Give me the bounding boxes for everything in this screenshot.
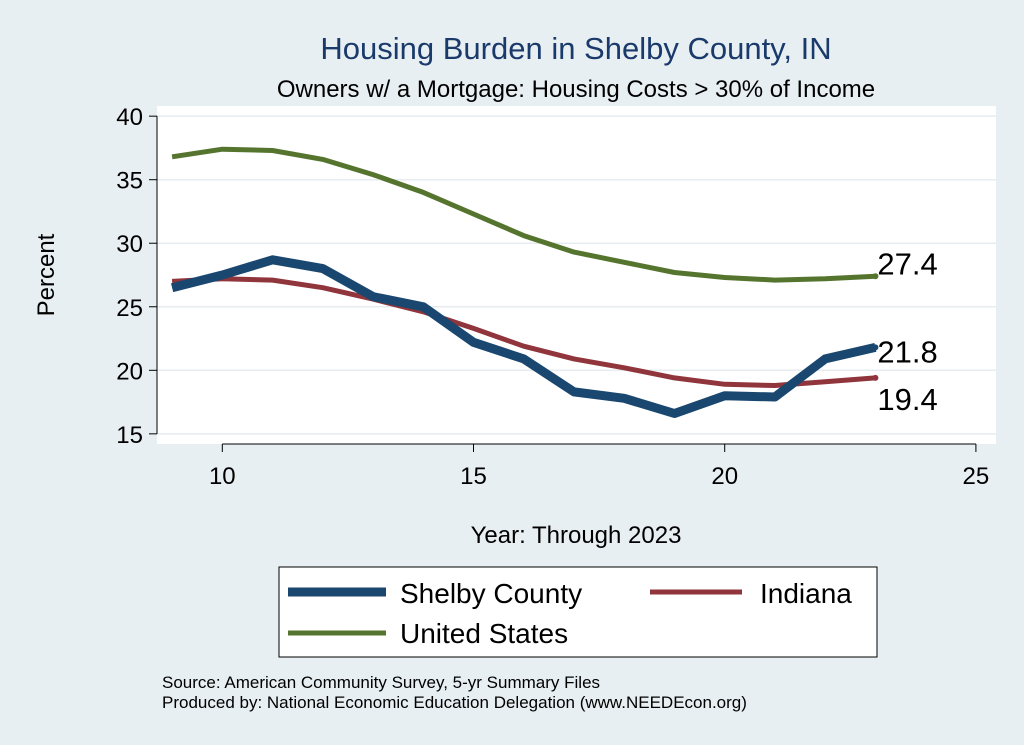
axes — [156, 116, 976, 445]
legend-box — [278, 566, 878, 658]
producer-note: Produced by: National Economic Education… — [162, 693, 747, 712]
y-axis-label: Percent — [33, 233, 60, 316]
end-label-shelby-county: 21.8 — [877, 334, 937, 369]
y-axis-ticks: 15 20 25 30 35 40 — [116, 104, 157, 449]
series-line-united-states — [171, 146, 876, 283]
y-tick-label-30: 30 — [116, 231, 143, 258]
end-point-indiana — [872, 374, 879, 381]
x-tick-label-25: 25 — [963, 463, 990, 490]
series-line-shelby-county — [170, 255, 877, 418]
chart-subtitle: Owners w/ a Mortgage: Housing Costs > 30… — [277, 76, 875, 103]
end-label-united-states: 27.4 — [877, 246, 937, 281]
end-point-shelby-county — [872, 344, 879, 351]
series-line-indiana — [171, 276, 876, 388]
y-tick-label-15: 15 — [116, 422, 143, 449]
x-tick-label-15: 15 — [460, 463, 487, 490]
series-lines — [170, 146, 877, 418]
y-tick-label-35: 35 — [116, 168, 143, 195]
y-tick-label-40: 40 — [116, 104, 143, 131]
y-tick-label-25: 25 — [116, 295, 143, 322]
y-tick-label-20: 20 — [116, 358, 143, 385]
end-labels: 27.4 19.4 21.8 — [872, 246, 938, 417]
legend-label-indiana: Indiana — [760, 578, 852, 609]
x-axis-ticks: 10 15 20 25 — [209, 444, 989, 490]
legend-label-united-states: United States — [400, 618, 568, 649]
x-axis-label: Year: Through 2023 — [471, 522, 682, 549]
x-tick-label-10: 10 — [209, 463, 236, 490]
legend-label-shelby-county: Shelby County — [400, 578, 582, 609]
end-point-united-states — [872, 273, 879, 280]
end-label-indiana: 19.4 — [877, 382, 937, 417]
chart-title: Housing Burden in Shelby County, IN — [320, 31, 831, 66]
x-tick-label-20: 20 — [711, 463, 738, 490]
source-note: Source: American Community Survey, 5-yr … — [162, 673, 600, 692]
legend: Shelby County Indiana United States — [278, 566, 878, 658]
gridlines — [157, 115, 996, 435]
